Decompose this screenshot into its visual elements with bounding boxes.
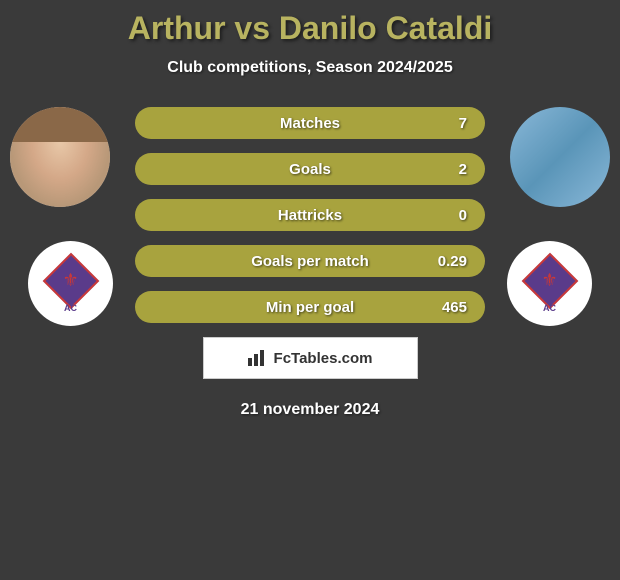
bar-chart-icon [248,350,268,366]
player-avatar-right [510,107,610,207]
stat-row: Min per goal 465 [135,291,485,323]
stat-bars-container: Matches 7 Goals 2 Hattricks 0 Goals per … [135,107,485,323]
club-badge-left: ⚜ AC [28,241,113,326]
stat-value: 0.29 [438,253,467,270]
stat-row: Goals per match 0.29 [135,245,485,277]
main-container: Arthur vs Danilo Cataldi Club competitio… [0,0,620,429]
stat-label: Hattricks [278,207,342,224]
page-title: Arthur vs Danilo Cataldi [0,10,620,47]
stat-label: Matches [280,115,340,132]
stat-label: Goals [289,161,331,178]
stats-area: ⚜ AC ⚜ AC Matches 7 Goals 2 Hattricks 0 [0,107,620,419]
stat-value: 465 [442,299,467,316]
attribution-text: FcTables.com [274,350,373,367]
club-crest-icon: ⚜ AC [525,256,575,311]
stat-value: 7 [459,115,467,132]
stat-value: 0 [459,207,467,224]
stat-label: Goals per match [251,253,369,270]
attribution-badge: FcTables.com [203,337,418,379]
stat-row: Goals 2 [135,153,485,185]
player-avatar-left [10,107,110,207]
stat-row: Matches 7 [135,107,485,139]
avatar-face-icon [10,107,110,207]
stat-value: 2 [459,161,467,178]
date-text: 21 november 2024 [10,401,610,419]
subtitle: Club competitions, Season 2024/2025 [0,59,620,77]
stat-label: Min per goal [266,299,354,316]
stat-row: Hattricks 0 [135,199,485,231]
club-badge-right: ⚜ AC [507,241,592,326]
club-crest-icon: ⚜ AC [46,256,96,311]
